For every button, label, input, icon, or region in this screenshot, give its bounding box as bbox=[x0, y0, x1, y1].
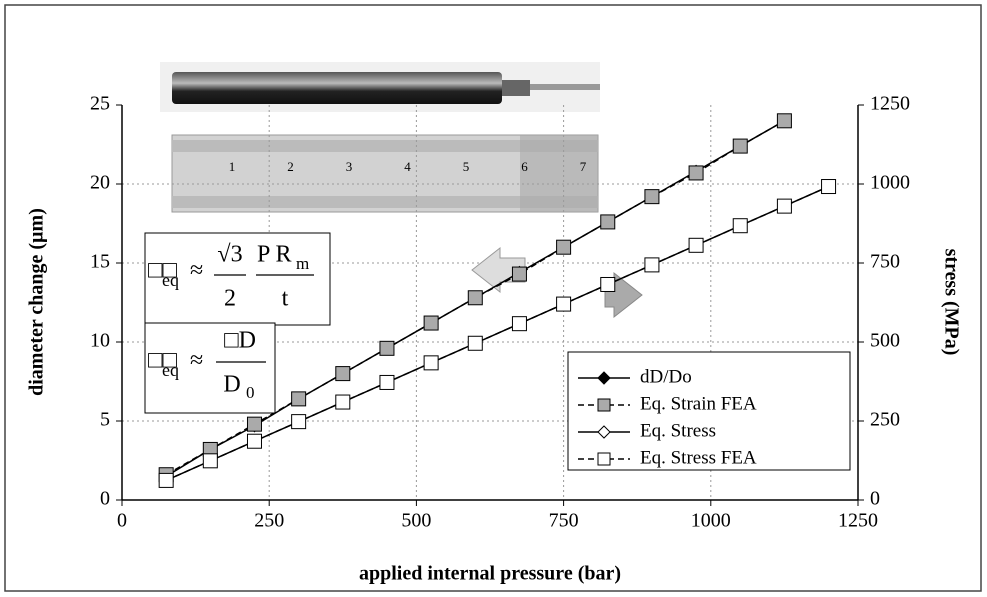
marker bbox=[821, 179, 837, 195]
marker bbox=[423, 355, 439, 371]
y-tick-label: 15 bbox=[90, 251, 110, 273]
y-tick-label: 0 bbox=[100, 488, 110, 510]
marker bbox=[511, 316, 527, 332]
marker bbox=[688, 165, 704, 181]
marker bbox=[467, 335, 483, 351]
axes: 0 250 500 750 1000 12500510152025025050075010… bbox=[90, 93, 910, 532]
equation-1: □□ eq ≈ √3 2 P R m t bbox=[148, 242, 314, 312]
marker bbox=[776, 113, 792, 129]
y-tick-label: 5 bbox=[100, 409, 110, 431]
marker bbox=[688, 237, 704, 253]
marker bbox=[556, 296, 572, 312]
ruler-label: 3 bbox=[346, 159, 353, 174]
marker bbox=[291, 414, 307, 430]
legend-entries: dD/Do Eq. Strain FEA Eq. Stress Eq. Stress … bbox=[578, 366, 757, 468]
legend-marker bbox=[597, 398, 611, 412]
marker bbox=[644, 189, 660, 205]
y2-tick-label: 500 bbox=[870, 330, 900, 352]
eq-subscript: 0 bbox=[246, 383, 255, 402]
series-line bbox=[165, 185, 829, 482]
y2-tick-label: 250 bbox=[870, 409, 900, 431]
y2-axis-title: stress (MPa) bbox=[940, 249, 962, 356]
eq-approx: ≈ bbox=[190, 348, 203, 374]
grid bbox=[122, 105, 858, 500]
eq-numerator: √3 bbox=[217, 242, 242, 268]
marker bbox=[600, 214, 616, 230]
frame bbox=[4, 4, 982, 592]
x-tick-label: 500 bbox=[401, 510, 431, 532]
legend-marker bbox=[597, 425, 611, 439]
legend-label: Eq. Strain FEA bbox=[640, 393, 757, 414]
equation-box bbox=[144, 322, 276, 414]
y-tick-label: 10 bbox=[90, 330, 110, 352]
y2-tick-label: 1000 bbox=[870, 172, 910, 194]
ruler-label: 6 bbox=[521, 159, 528, 174]
legend bbox=[567, 351, 851, 471]
ruler-label: 2 bbox=[287, 159, 294, 174]
eq-subscript: eq bbox=[162, 360, 179, 380]
marker bbox=[335, 366, 351, 382]
marker bbox=[644, 257, 660, 273]
marker bbox=[291, 391, 307, 407]
x-tick-label: 1000 bbox=[691, 510, 731, 532]
x-tick-label: 0 bbox=[117, 510, 127, 532]
marker bbox=[732, 218, 748, 234]
eq-symbol: □□ bbox=[148, 258, 177, 284]
ruler-label: 7 bbox=[580, 159, 587, 174]
marker bbox=[202, 453, 218, 469]
legend-marker bbox=[597, 452, 611, 466]
equation-box bbox=[144, 232, 331, 326]
legend-marker bbox=[597, 371, 611, 385]
equation-2: □□ eq ≈ □D D 0 bbox=[148, 328, 266, 402]
x-tick-label: 750 bbox=[549, 510, 579, 532]
marker bbox=[732, 138, 748, 154]
photo bbox=[160, 62, 600, 112]
eq-approx: ≈ bbox=[190, 258, 203, 284]
legend-label: Eq. Stress FEA bbox=[640, 447, 757, 468]
x-axis-title: applied internal pressure (bar) bbox=[359, 563, 621, 585]
ruler-labels: 1 2 3 4 5 6 7 bbox=[229, 159, 587, 174]
marker bbox=[467, 290, 483, 306]
plot-area bbox=[158, 113, 837, 488]
y2-tick-label: 750 bbox=[870, 251, 900, 273]
eq-denominator: t bbox=[282, 286, 289, 312]
y2-tick-label: 0 bbox=[870, 488, 880, 510]
ruler-label: 5 bbox=[463, 159, 470, 174]
legend-label: Eq. Stress bbox=[640, 420, 716, 441]
eq-symbol: □□ bbox=[148, 348, 177, 374]
eq-denominator: D bbox=[223, 372, 240, 398]
legend-label: dD/Do bbox=[640, 366, 692, 387]
y-tick-label: 20 bbox=[90, 172, 110, 194]
marker bbox=[423, 315, 439, 331]
y-tick-label: 25 bbox=[90, 93, 110, 115]
eq-subscript: m bbox=[296, 254, 309, 273]
marker bbox=[511, 266, 527, 282]
marker bbox=[600, 276, 616, 292]
marker bbox=[379, 374, 395, 390]
ruler bbox=[171, 134, 599, 213]
marker bbox=[379, 340, 395, 356]
y-axis-title: diameter change (µm) bbox=[26, 208, 48, 396]
x-tick-label: 250 bbox=[254, 510, 284, 532]
series-line bbox=[165, 120, 785, 476]
marker bbox=[335, 394, 351, 410]
marker bbox=[246, 416, 262, 432]
eq-numerator: P R bbox=[257, 242, 291, 268]
y2-tick-label: 1250 bbox=[870, 93, 910, 115]
ruler-label: 1 bbox=[229, 159, 236, 174]
ruler-label: 4 bbox=[404, 159, 411, 174]
marker bbox=[776, 198, 792, 214]
eq-numerator: □D bbox=[224, 328, 256, 354]
marker bbox=[246, 433, 262, 449]
eq-denominator: 2 bbox=[224, 286, 236, 312]
eq-subscript: eq bbox=[162, 270, 179, 290]
marker bbox=[556, 239, 572, 255]
x-tick-label: 1250 bbox=[838, 510, 878, 532]
marker bbox=[158, 472, 174, 488]
